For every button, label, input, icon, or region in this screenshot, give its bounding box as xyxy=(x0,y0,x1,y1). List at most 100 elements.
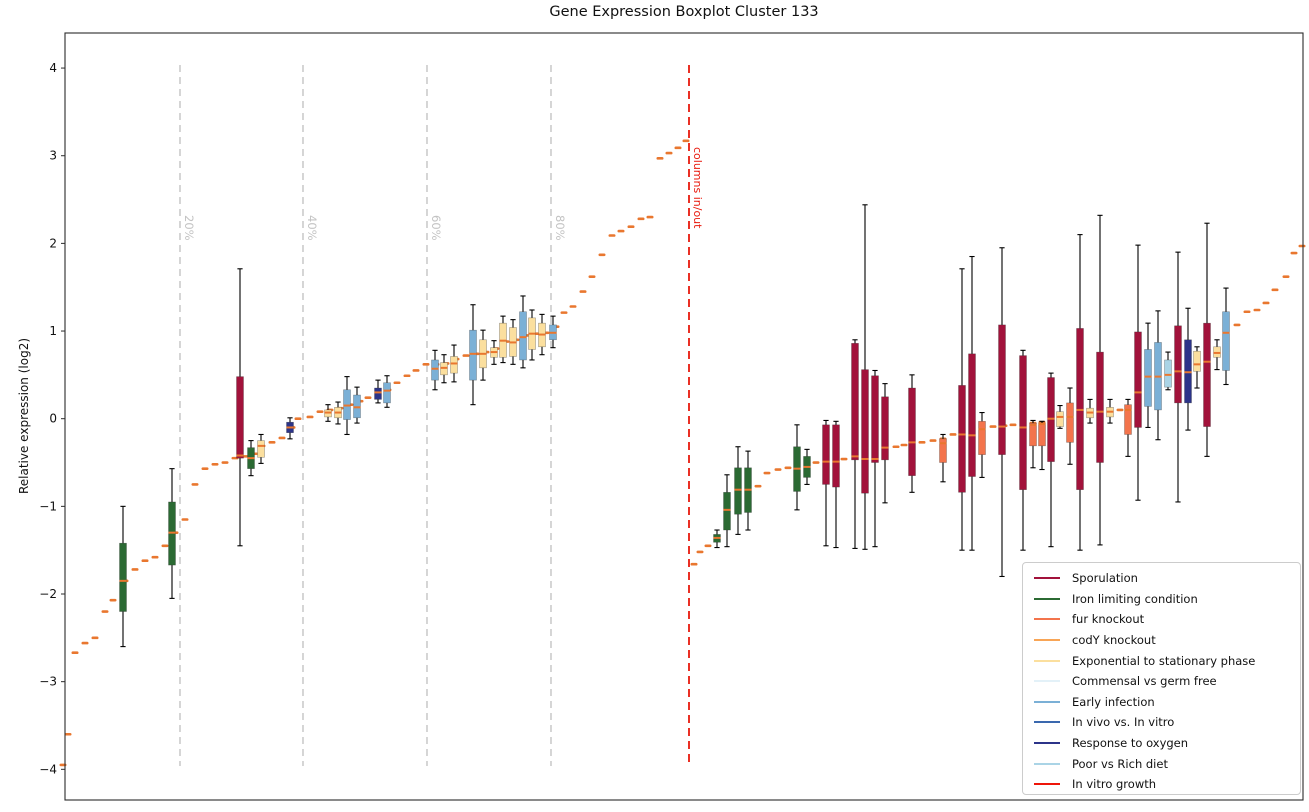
box-oxygen xyxy=(374,387,382,400)
trend-dash xyxy=(268,441,276,444)
trend-dash xyxy=(211,462,219,466)
box-fur xyxy=(1029,422,1037,447)
trend-dash xyxy=(1290,251,1298,255)
trend-dash xyxy=(181,518,189,521)
trend-dash xyxy=(588,275,596,278)
y-tick-label: 0 xyxy=(49,412,57,426)
box-sporulation xyxy=(1096,351,1104,463)
box-sporulation xyxy=(822,424,830,485)
legend-label: fur knockout xyxy=(1072,612,1145,627)
legend-item: Poor vs Rich diet xyxy=(1023,753,1300,774)
legend-swatch-poor_rich xyxy=(1034,762,1060,765)
box-sporulation xyxy=(908,387,916,476)
trend-dash xyxy=(784,466,792,470)
legend-item: In vitro growth xyxy=(1023,774,1300,795)
trend-dash xyxy=(598,253,606,257)
box-early xyxy=(431,359,439,381)
legend-label: In vivo vs. In vitro xyxy=(1072,715,1175,730)
box-iron xyxy=(734,467,742,515)
legend-label: Response to oxygen xyxy=(1072,736,1189,751)
trend-dash xyxy=(1282,275,1290,278)
legend-label: Poor vs Rich diet xyxy=(1072,756,1168,771)
box-sporulation xyxy=(968,353,976,477)
trend-dash xyxy=(412,369,420,372)
trend-dash xyxy=(141,559,149,562)
box-sporulation xyxy=(851,343,859,461)
box-fur xyxy=(1124,404,1132,435)
box-iron xyxy=(119,542,127,612)
trend-dash xyxy=(949,433,957,436)
trend-dash xyxy=(64,732,72,736)
trend-dash xyxy=(109,598,117,602)
trend-dash xyxy=(774,468,782,471)
legend-item: Response to oxygen xyxy=(1023,733,1300,754)
box-poor_rich xyxy=(1164,359,1172,388)
y-tick-label: 2 xyxy=(49,236,57,250)
trend-dash xyxy=(462,354,470,357)
box-fur xyxy=(939,438,947,463)
columns-divider-label: columns in/out xyxy=(691,147,704,229)
legend-swatch-expstat xyxy=(1034,659,1060,662)
legend-swatch-fur xyxy=(1034,618,1060,621)
box-sporulation xyxy=(998,324,1006,455)
legend-item: In vivo vs. In vitro xyxy=(1023,712,1300,733)
trend-dash xyxy=(682,139,690,143)
trend-dash xyxy=(91,636,99,640)
trend-dash xyxy=(627,225,635,229)
trend-dash xyxy=(637,217,645,221)
box-early xyxy=(383,382,391,404)
percentile-label: 20% xyxy=(182,215,196,241)
legend-label: In vitro growth xyxy=(1072,777,1157,792)
box-fur xyxy=(978,421,986,455)
trend-dash xyxy=(656,157,664,160)
legend-label: Iron limiting condition xyxy=(1072,591,1198,606)
trend-dash xyxy=(665,151,673,155)
trend-dash xyxy=(608,234,616,237)
percentile-label: 80% xyxy=(553,215,567,241)
trend-dash xyxy=(316,410,324,413)
legend-swatch-early xyxy=(1034,700,1060,703)
y-tick-label: −2 xyxy=(39,587,57,601)
axes-frame xyxy=(64,32,1304,801)
trend-dash xyxy=(674,146,682,150)
box-sporulation xyxy=(861,369,869,494)
trend-dash xyxy=(403,374,411,378)
legend-swatch-cody xyxy=(1034,639,1060,642)
legend-swatch-commensal xyxy=(1034,680,1060,683)
legend-item: Early infection xyxy=(1023,692,1300,713)
trend-dash xyxy=(131,568,139,571)
trend-dash xyxy=(306,415,314,419)
trend-dash xyxy=(278,436,286,440)
y-tick-label: −3 xyxy=(39,675,57,689)
box-sporulation xyxy=(871,375,879,463)
y-tick-label: −4 xyxy=(39,762,57,776)
trend-dash xyxy=(81,641,89,645)
percentile-label: 40% xyxy=(305,215,319,241)
box-early xyxy=(469,329,477,381)
trend-dash xyxy=(929,439,937,442)
legend-label: Exponential to stationary phase xyxy=(1072,653,1256,668)
legend-swatch-invivo xyxy=(1034,721,1060,724)
trend-dash xyxy=(900,443,908,447)
trend-dash xyxy=(918,441,926,444)
box-expstat xyxy=(1193,350,1201,372)
trend-dash xyxy=(690,562,698,566)
box-iron xyxy=(723,492,731,531)
legend-item: fur knockout xyxy=(1023,609,1300,630)
trend-dash xyxy=(617,229,625,233)
trend-dash xyxy=(579,290,587,293)
trend-dash xyxy=(754,484,762,488)
trend-dash xyxy=(191,483,199,486)
trend-dash xyxy=(1009,423,1017,427)
legend-item: codY knockout xyxy=(1023,630,1300,651)
trend-dash xyxy=(696,550,704,554)
trend-dash xyxy=(704,544,712,548)
trend-dash xyxy=(1262,301,1270,305)
box-sporulation xyxy=(1134,331,1142,428)
trend-dash xyxy=(161,544,169,548)
legend-swatch-invitro xyxy=(1034,783,1060,786)
box-sporulation xyxy=(236,376,244,459)
trend-dash xyxy=(560,311,568,314)
